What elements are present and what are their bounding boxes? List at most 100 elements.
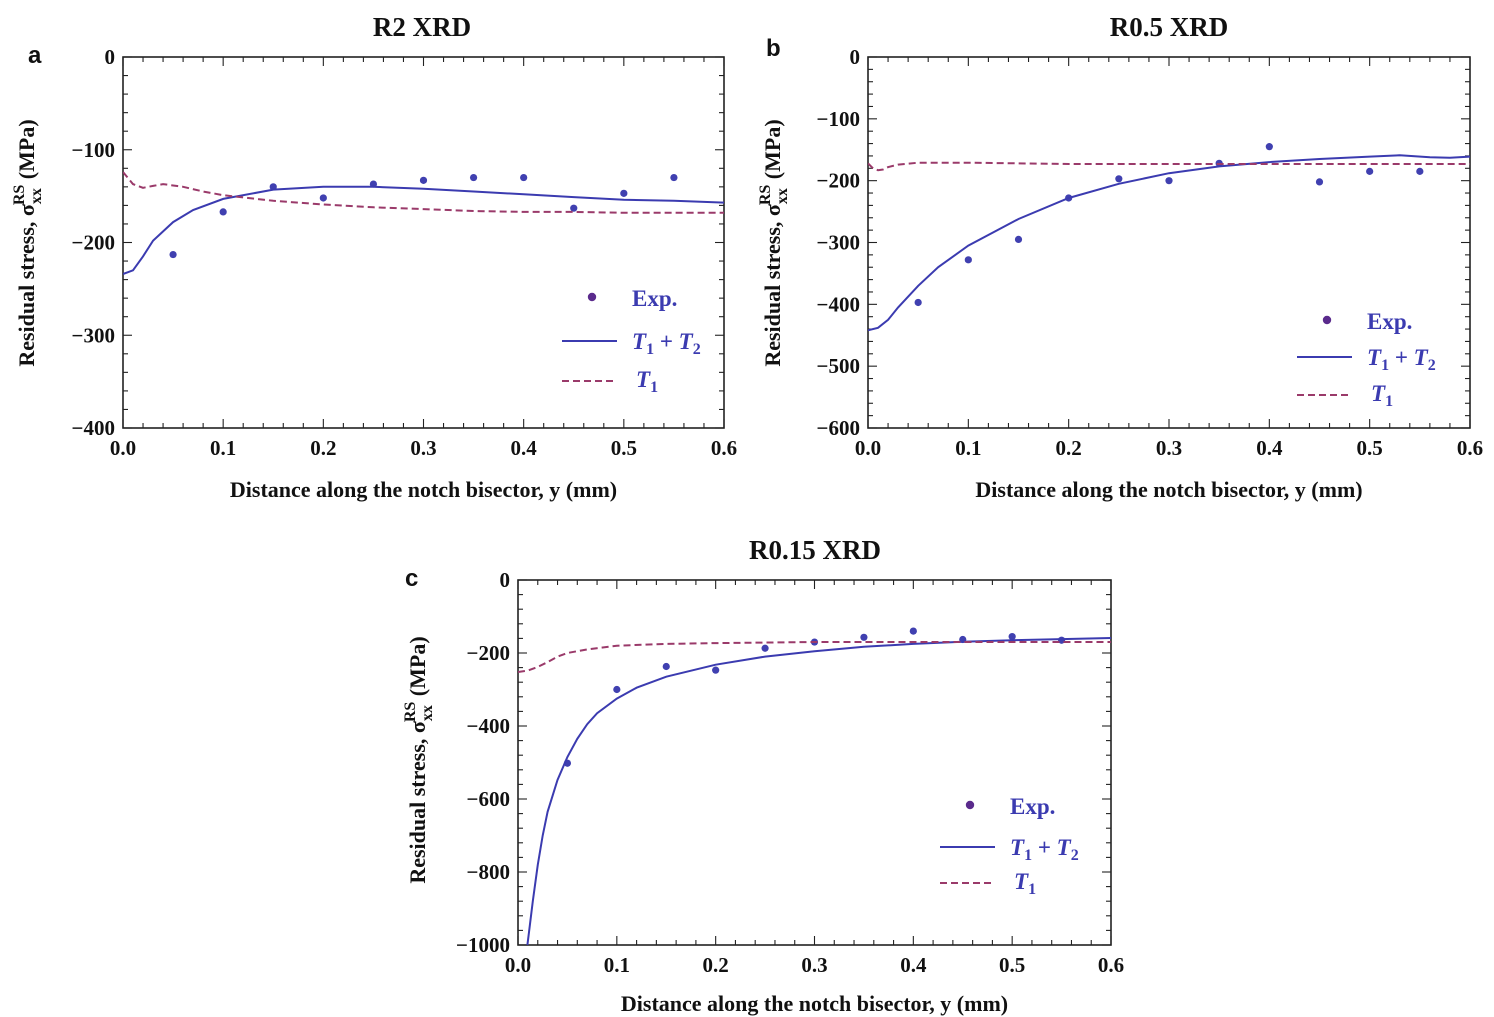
legend-exp-label: Exp. xyxy=(632,286,677,311)
t1-curve xyxy=(518,641,1111,673)
exp-data-point xyxy=(860,633,868,641)
x-tick-label: 0.6 xyxy=(1457,436,1483,460)
exp-data-point xyxy=(1366,167,1374,175)
x-tick-label: 0.1 xyxy=(604,953,630,977)
chart-panel-b: R0.5 XRD b 0.0 0.1 0.2 0.3 0.4 0.5 0.6 0 −100 −200 −… xyxy=(757,12,1483,502)
t1-curve xyxy=(868,161,1470,172)
y-tick-label: −800 xyxy=(467,860,510,884)
exp-data-point xyxy=(1265,143,1273,151)
chart-title: R0.15 XRD xyxy=(749,535,881,565)
exp-data-point xyxy=(520,173,528,182)
t1-curve xyxy=(123,171,724,214)
y-tick-label: −100 xyxy=(72,138,115,162)
x-tick-label: 0.2 xyxy=(703,953,729,977)
legend-exp-marker xyxy=(965,800,975,810)
legend-t1-label: T1 xyxy=(1014,869,1036,898)
x-tick-label: 0.2 xyxy=(310,436,336,460)
t1-plus-t2-curve xyxy=(526,637,1111,945)
chart-panel-a: R2 XRD a 0.0 0.1 0.2 0.3 0.4 0.5 0.6 0 −100 −200 −30… xyxy=(11,12,737,502)
exp-data-point xyxy=(419,176,428,184)
legend: Exp. T1 + T2 T1 xyxy=(1297,309,1436,410)
x-tick-label: 0.5 xyxy=(1357,436,1383,460)
y-tick-label: 0 xyxy=(500,568,511,592)
legend-t1-label: T1 xyxy=(1371,381,1393,410)
y-axis-label: Residual stress, σxxRS (MPa) xyxy=(757,119,791,366)
exp-data-point xyxy=(319,194,327,202)
exp-data-point xyxy=(469,173,478,182)
exp-data-point xyxy=(169,250,177,259)
x-tick-label: 0.3 xyxy=(410,436,436,460)
exp-data-point xyxy=(964,256,972,264)
exp-data-point xyxy=(219,208,227,216)
y-tick-label: −300 xyxy=(72,323,115,347)
plot-frame xyxy=(122,56,725,429)
chart-title: R2 XRD xyxy=(373,12,471,42)
x-tick-label: 0.0 xyxy=(505,953,531,977)
x-tick-label: 0.4 xyxy=(900,953,927,977)
x-tick-label: 0.4 xyxy=(1256,436,1283,460)
t1-plus-t2-curve xyxy=(123,185,724,275)
legend-t1-label: T1 xyxy=(636,367,658,396)
y-tick-label: −200 xyxy=(817,169,860,193)
exp-data-point xyxy=(570,204,578,212)
legend-t1t2-label: T1 + T2 xyxy=(632,329,701,358)
exp-data-point xyxy=(761,644,769,652)
legend-t1t2-label: T1 + T2 xyxy=(1010,835,1079,864)
panel-label: c xyxy=(405,565,418,592)
y-tick-label: 0 xyxy=(850,45,861,69)
exp-data-point xyxy=(914,298,922,307)
legend-exp-label: Exp. xyxy=(1367,309,1412,334)
legend: Exp. T1 + T2 T1 xyxy=(562,286,701,396)
x-tick-label: 0.3 xyxy=(1156,436,1182,460)
exp-data-point xyxy=(712,666,720,674)
legend: Exp. T1 + T2 T1 xyxy=(940,794,1079,898)
y-tick-label: −100 xyxy=(817,107,860,131)
y-tick-label: −600 xyxy=(467,787,510,811)
x-tick-label: 0.5 xyxy=(611,436,637,460)
y-tick-label: −400 xyxy=(72,416,115,440)
x-tick-label: 0.2 xyxy=(1056,436,1082,460)
x-axis-label: Distance along the notch bisector, y (mm… xyxy=(230,477,617,502)
y-tick-label: 0 xyxy=(105,45,116,69)
x-axis-label: Distance along the notch bisector, y (mm… xyxy=(975,477,1362,502)
exp-data-point xyxy=(613,685,621,694)
exp-data-point xyxy=(620,189,628,197)
chart-title: R0.5 XRD xyxy=(1110,12,1229,42)
exp-data-point xyxy=(1115,175,1123,183)
y-tick-label: −300 xyxy=(817,231,860,255)
y-tick-label: −400 xyxy=(817,292,860,316)
exp-data-point xyxy=(1008,632,1016,641)
y-axis-label: Residual stress, σxxRS (MPa) xyxy=(11,119,45,366)
exp-data-point xyxy=(670,173,678,182)
x-tick-label: 0.3 xyxy=(801,953,827,977)
x-tick-label: 0.0 xyxy=(855,436,881,460)
x-axis-label: Distance along the notch bisector, y (mm… xyxy=(621,991,1008,1016)
t1-plus-t2-curve xyxy=(868,154,1470,332)
x-tick-label: 0.6 xyxy=(1098,953,1124,977)
legend-t1t2-label: T1 + T2 xyxy=(1367,345,1436,374)
panel-label: b xyxy=(766,35,781,62)
legend-exp-marker xyxy=(1322,315,1332,325)
y-tick-label: −1000 xyxy=(456,933,510,957)
x-tick-label: 0.1 xyxy=(210,436,236,460)
panel-label: a xyxy=(28,42,42,69)
y-tick-label: −500 xyxy=(817,354,860,378)
legend-exp-marker xyxy=(587,292,597,302)
exp-data-point xyxy=(1165,177,1173,185)
chart-panel-c: R0.15 XRD c 0.0 0.1 0.2 0.3 0.4 0.5 0.6 0 −200 −400… xyxy=(402,535,1124,1016)
y-tick-label: −200 xyxy=(467,641,510,665)
exp-data-point xyxy=(1014,235,1023,244)
x-tick-label: 0.1 xyxy=(955,436,981,460)
exp-data-point xyxy=(662,662,670,671)
plot-frame xyxy=(867,56,1471,429)
x-tick-label: 0.4 xyxy=(511,436,538,460)
exp-data-point xyxy=(1315,178,1324,186)
x-tick-label: 0.5 xyxy=(999,953,1025,977)
legend-exp-label: Exp. xyxy=(1010,794,1055,819)
y-tick-label: −200 xyxy=(72,231,115,255)
x-tick-label: 0.0 xyxy=(110,436,136,460)
exp-data-point xyxy=(1416,167,1424,175)
exp-data-point xyxy=(909,627,917,635)
x-tick-label: 0.6 xyxy=(711,436,737,460)
